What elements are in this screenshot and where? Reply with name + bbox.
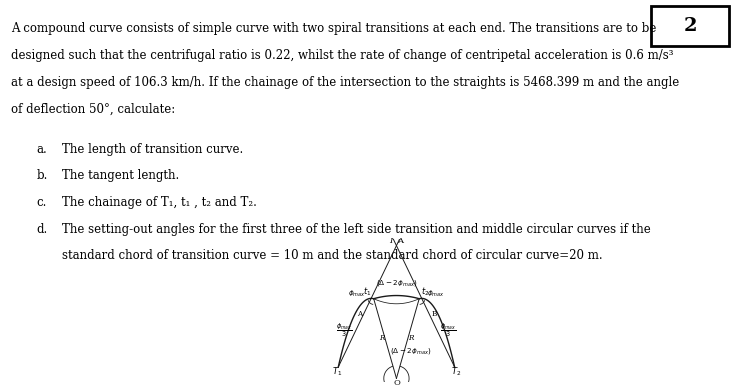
Text: c.: c. bbox=[37, 196, 47, 209]
Text: I: I bbox=[389, 237, 392, 245]
Text: R: R bbox=[379, 334, 384, 342]
Text: The length of transition curve.: The length of transition curve. bbox=[62, 143, 243, 156]
Text: $\phi_{max}$: $\phi_{max}$ bbox=[348, 289, 366, 300]
Text: designed such that the centrifugal ratio is 0.22, whilst the rate of change of c: designed such that the centrifugal ratio… bbox=[11, 49, 674, 62]
Text: $\dfrac{\phi_{max}}{3}$: $\dfrac{\phi_{max}}{3}$ bbox=[440, 322, 456, 339]
Text: at a design speed of 106.3 km/h. If the chainage of the intersection to the stra: at a design speed of 106.3 km/h. If the … bbox=[11, 76, 679, 89]
Text: A: A bbox=[357, 310, 363, 318]
Text: A: A bbox=[397, 237, 403, 245]
FancyBboxPatch shape bbox=[652, 6, 729, 46]
Text: of deflection 50°, calculate:: of deflection 50°, calculate: bbox=[11, 102, 175, 115]
Text: $t_2$: $t_2$ bbox=[421, 286, 430, 298]
Text: $T_1$: $T_1$ bbox=[332, 366, 342, 378]
Text: a.: a. bbox=[37, 143, 47, 156]
Text: d.: d. bbox=[37, 223, 48, 236]
Text: The tangent length.: The tangent length. bbox=[62, 169, 180, 183]
Text: $T_2$: $T_2$ bbox=[451, 366, 461, 378]
Text: R: R bbox=[408, 334, 414, 342]
Text: The chainage of T₁, t₁ , t₂ and T₂.: The chainage of T₁, t₁ , t₂ and T₂. bbox=[62, 196, 257, 209]
Text: $\phi_{max}$: $\phi_{max}$ bbox=[427, 289, 445, 300]
Text: standard chord of transition curve = 10 m and the standard chord of circular cur: standard chord of transition curve = 10 … bbox=[62, 249, 603, 262]
Text: The setting-out angles for the first three of the left side transition and middl: The setting-out angles for the first thr… bbox=[62, 223, 651, 236]
Text: 2: 2 bbox=[683, 17, 697, 35]
Text: $t_1$: $t_1$ bbox=[364, 286, 372, 298]
Text: $(\Delta-2\phi_{max})$: $(\Delta-2\phi_{max})$ bbox=[390, 346, 432, 356]
Text: $\dfrac{\phi_{max}}{3}$: $\dfrac{\phi_{max}}{3}$ bbox=[337, 322, 353, 339]
Text: b.: b. bbox=[37, 169, 48, 183]
Text: O: O bbox=[393, 379, 400, 386]
Text: A compound curve consists of simple curve with two spiral transitions at each en: A compound curve consists of simple curv… bbox=[11, 22, 657, 36]
Text: B: B bbox=[432, 310, 437, 318]
Text: $(\Delta-2\phi_{max})$: $(\Delta-2\phi_{max})$ bbox=[375, 278, 417, 288]
